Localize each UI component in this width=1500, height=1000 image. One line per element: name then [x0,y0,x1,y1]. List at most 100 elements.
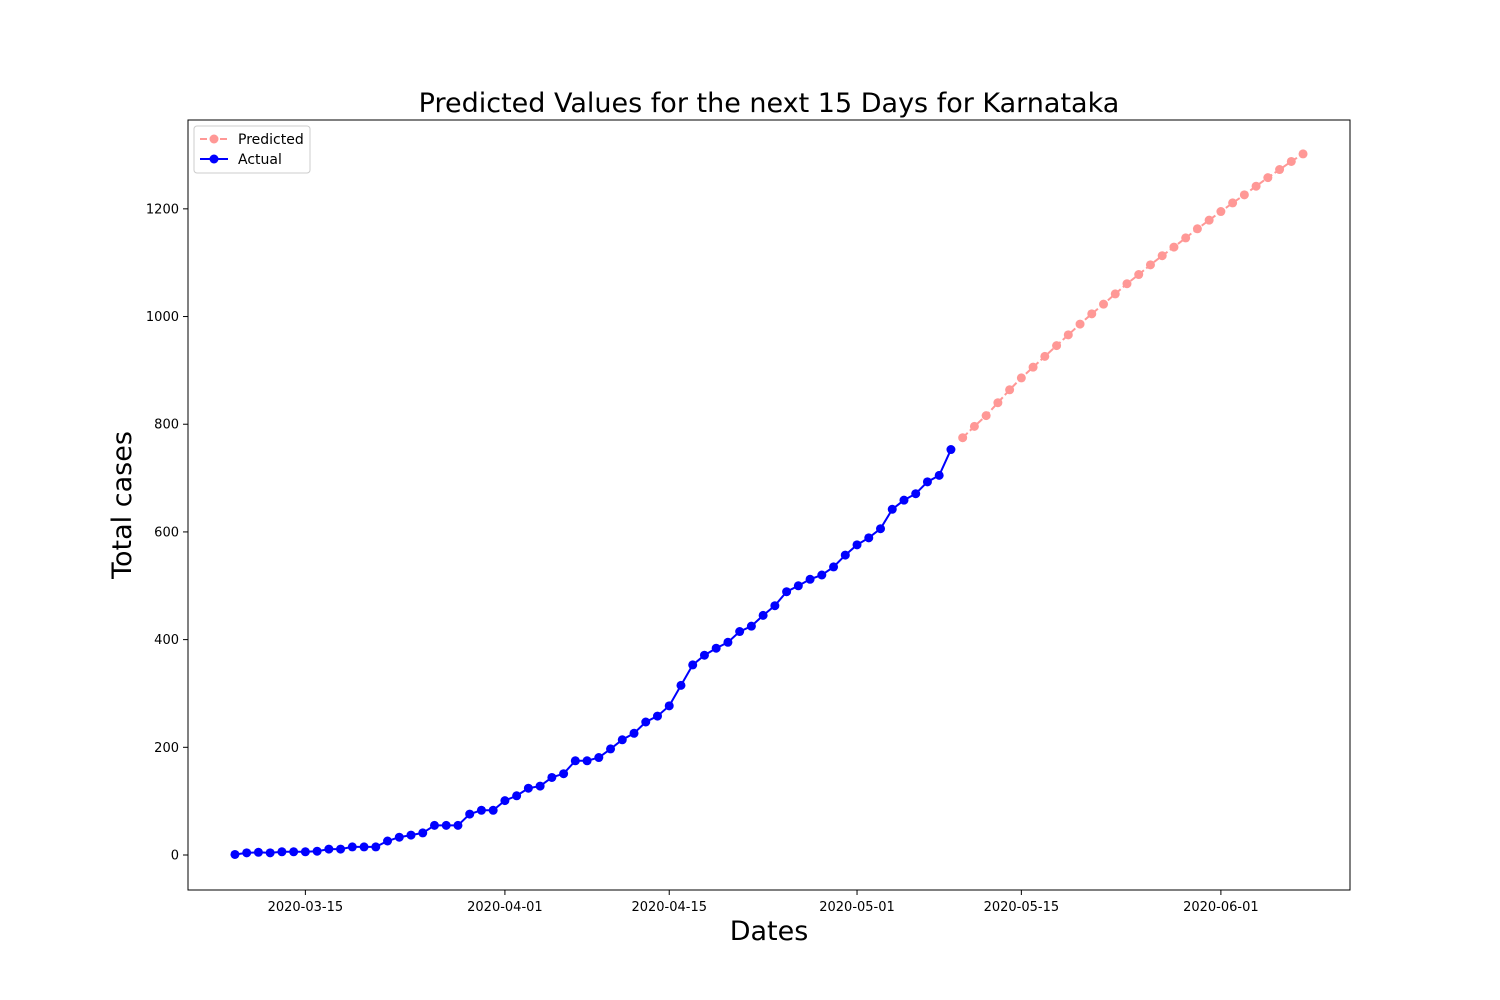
data-point-predicted [1075,319,1085,329]
data-point-actual [840,550,850,560]
data-point-actual [230,849,240,859]
y-tick-label: 1200 [146,202,179,217]
data-point-predicted [1181,233,1191,243]
data-point-actual [512,791,522,801]
data-point-actual [289,847,299,857]
data-point-actual [523,783,533,793]
data-point-actual [394,832,404,842]
data-point-predicted [1122,279,1132,289]
data-point-actual [429,820,439,830]
data-point-predicted [981,411,991,421]
data-point-predicted [1251,181,1261,191]
data-point-actual [735,627,745,637]
data-point-actual [676,680,686,690]
x-tick-label: 2020-05-15 [984,900,1060,915]
data-point-predicted [1263,173,1273,183]
data-point-predicted [1298,149,1308,159]
data-point-actual [441,820,451,830]
data-point-predicted [1016,373,1026,383]
data-point-actual [876,524,886,534]
legend: Predicted Actual [193,125,311,174]
data-point-actual [617,735,627,745]
data-point-actual [723,637,733,647]
data-point-actual [383,836,393,846]
x-tick-label: 2020-03-15 [268,900,344,915]
data-point-actual [711,643,721,653]
data-point-actual [922,477,932,487]
data-point-actual [476,805,486,815]
legend-label-actual: Actual [238,152,282,168]
data-point-actual [934,470,944,480]
data-point-actual [688,660,698,670]
y-axis-title: Total cases [107,431,138,580]
data-point-predicted [1216,207,1226,217]
data-point-predicted [1145,260,1155,270]
data-point-actual [887,504,897,514]
data-point-actual [582,756,592,766]
data-point-predicted [1204,215,1214,225]
data-point-actual [746,621,756,631]
y-tick-label: 400 [154,633,179,648]
data-point-predicted [1005,385,1015,395]
data-point-actual [488,805,498,815]
data-point-predicted [969,421,979,431]
series-line-actual [234,449,952,856]
data-point-actual [805,574,815,584]
data-point-actual [864,533,874,543]
data-point-actual [817,570,827,580]
chart-title: Predicted Values for the next 15 Days fo… [419,88,1120,119]
data-point-actual [465,809,475,819]
data-point-actual [664,701,674,711]
data-point-actual [253,847,263,857]
data-point-predicted [958,433,968,443]
data-point-predicted [1099,299,1109,309]
plot-frame [187,119,1351,891]
data-point-predicted [1192,224,1202,234]
series-line-predicted [961,153,1304,439]
data-point-actual [793,581,803,591]
data-point-predicted [1110,289,1120,299]
data-point-predicted [1134,270,1144,280]
data-point-predicted [1157,251,1167,261]
data-point-actual [770,601,780,611]
x-tick-label: 2020-06-01 [1183,900,1259,915]
data-point-actual [946,445,956,455]
legend-marker-predicted [209,134,219,144]
data-point-predicted [1052,341,1062,351]
data-point-actual [852,540,862,550]
data-point-actual [312,846,322,856]
data-point-predicted [1286,156,1296,166]
data-point-actual [547,772,557,782]
axes: 0 200 400 600 800 1000 1200 2020-03-15 2020-04-0… [146,119,1351,915]
data-point-actual [347,842,357,852]
data-point-actual [336,844,346,854]
y-tick-label: 200 [154,741,179,756]
data-point-actual [911,489,921,499]
data-point-predicted [993,398,1003,408]
data-point-predicted [1063,330,1073,340]
y-tick-label: 600 [154,525,179,540]
data-point-predicted [1275,165,1285,175]
data-point-actual [265,848,275,858]
legend-label-predicted: Predicted [238,132,304,148]
data-point-actual [559,769,569,779]
data-point-actual [418,828,428,838]
data-point-predicted [1169,242,1179,252]
data-point-predicted [1228,198,1238,208]
data-point-actual [406,830,416,840]
data-point-actual [453,820,463,830]
data-point-actual [641,717,651,727]
data-point-actual [535,781,545,791]
x-tick-label: 2020-04-01 [467,900,543,915]
data-point-actual [629,728,639,738]
data-point-actual [359,842,369,852]
data-point-predicted [1040,351,1050,361]
data-point-predicted [1239,190,1249,200]
data-point-actual [899,495,909,505]
data-point-actual [652,711,662,721]
data-point-actual [570,756,580,766]
data-point-predicted [1028,362,1038,372]
y-tick-label: 1000 [146,310,179,325]
